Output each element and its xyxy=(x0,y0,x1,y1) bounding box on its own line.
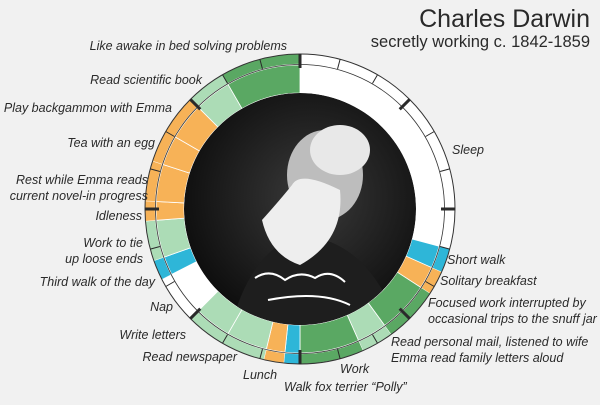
hour-tick xyxy=(259,348,263,359)
chart-title: Charles Darwin xyxy=(419,5,590,33)
hour-ticks xyxy=(144,53,456,365)
hour-tick xyxy=(165,131,175,137)
hour-tick xyxy=(222,334,228,344)
label-sleep: Sleep xyxy=(452,143,484,157)
hour-tick xyxy=(372,74,378,84)
hour-tick xyxy=(165,281,175,287)
hour-tick xyxy=(439,168,450,172)
darwin-portrait xyxy=(184,93,416,325)
label-rest-line2: current novel-in progress xyxy=(9,189,148,203)
label-book: Read scientific book xyxy=(90,73,202,87)
hour-tick xyxy=(189,98,202,111)
label-tea: Tea with an egg xyxy=(67,136,155,150)
label-work: Work xyxy=(340,362,370,376)
hour-tick xyxy=(259,59,263,70)
label-focus: Focused work interrupted by occasional tr… xyxy=(428,295,597,327)
label-mail-line1: Read personal mail, listened to wife xyxy=(391,335,589,349)
label-rest-line1: Rest while Emma reads xyxy=(16,173,148,187)
label-newspaper: Read newspaper xyxy=(142,350,237,364)
label-short-walk: Short walk xyxy=(447,253,506,267)
hour-tick xyxy=(398,307,411,320)
label-tie-line2: up loose ends xyxy=(65,252,143,266)
label-breakfast: Solitary breakfast xyxy=(440,274,537,288)
hour-tick xyxy=(425,281,435,287)
label-rest: Rest while Emma reads current novel-in pr… xyxy=(10,172,148,204)
hour-tick xyxy=(337,348,341,359)
label-mail: Read personal mail, listened to wife Emma… xyxy=(391,334,588,366)
label-awake: Like awake in bed solving problems xyxy=(89,39,287,53)
hour-tick xyxy=(150,246,161,250)
label-mail-line2: Emma read family letters aloud xyxy=(391,351,564,365)
label-nap: Nap xyxy=(150,300,173,314)
label-tie-line1: Work to tie xyxy=(83,236,143,250)
label-focus-line2: occasional trips to the snuff jar xyxy=(428,312,597,326)
segment-walk xyxy=(283,352,301,365)
hour-tick xyxy=(425,131,435,137)
label-tie: Work to tie up loose ends xyxy=(65,235,143,267)
label-letters: Write letters xyxy=(119,328,186,342)
label-third-walk: Third walk of the day xyxy=(39,275,155,289)
hour-tick xyxy=(150,168,161,172)
label-backgammon: Play backgammon with Emma xyxy=(3,101,172,115)
segment-leisure xyxy=(155,201,185,221)
hour-tick xyxy=(222,74,228,84)
label-idle: Idleness xyxy=(95,209,142,223)
label-focus-line1: Focused work interrupted by xyxy=(428,296,586,310)
hour-tick xyxy=(189,307,202,320)
hour-tick xyxy=(337,59,341,70)
label-polly: Walk fox terrier “Polly” xyxy=(284,380,407,394)
hour-tick xyxy=(439,246,450,250)
label-lunch: Lunch xyxy=(243,368,278,382)
hour-tick xyxy=(372,334,378,344)
chart-subtitle: secretly working c. 1842-1859 xyxy=(370,33,590,51)
hour-tick xyxy=(398,98,411,111)
signature xyxy=(254,272,351,306)
